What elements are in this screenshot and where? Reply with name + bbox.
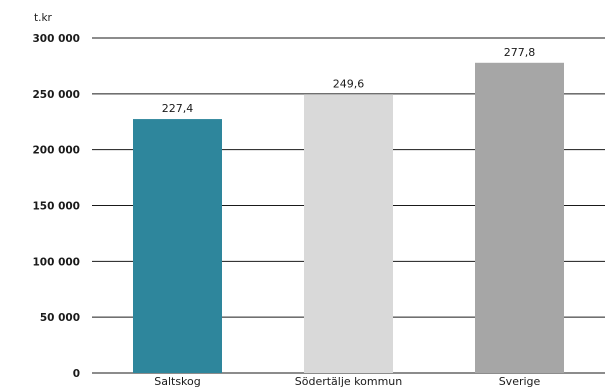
bar — [475, 62, 564, 373]
y-unit-label: t.kr — [34, 12, 53, 24]
y-tick-label: 150 000 — [33, 201, 81, 213]
y-tick-label: 300 000 — [33, 33, 81, 45]
y-tick-label: 0 — [73, 368, 80, 380]
data-label: 227,4 — [162, 102, 194, 115]
data-label: 249,6 — [333, 77, 365, 90]
category-label: Södertälje kommun — [295, 375, 403, 388]
category-label: Sverige — [499, 375, 541, 388]
data-labels: 227,4 249,6 277,8 — [162, 46, 536, 115]
y-tick-label: 250 000 — [33, 89, 81, 101]
y-tick-label: 50 000 — [40, 312, 80, 324]
bar — [304, 94, 393, 373]
bar — [133, 119, 222, 373]
category-label: Saltskog — [154, 375, 201, 388]
bars — [133, 62, 564, 373]
data-label: 277,8 — [504, 46, 536, 59]
y-axis-ticks: 0 50 000 100 000 150 000 200 000 250 000 300 0… — [33, 33, 81, 380]
category-labels: Saltskog Södertälje kommun Sverige — [154, 375, 540, 388]
y-tick-label: 200 000 — [33, 145, 81, 157]
y-tick-label: 100 000 — [33, 256, 81, 268]
